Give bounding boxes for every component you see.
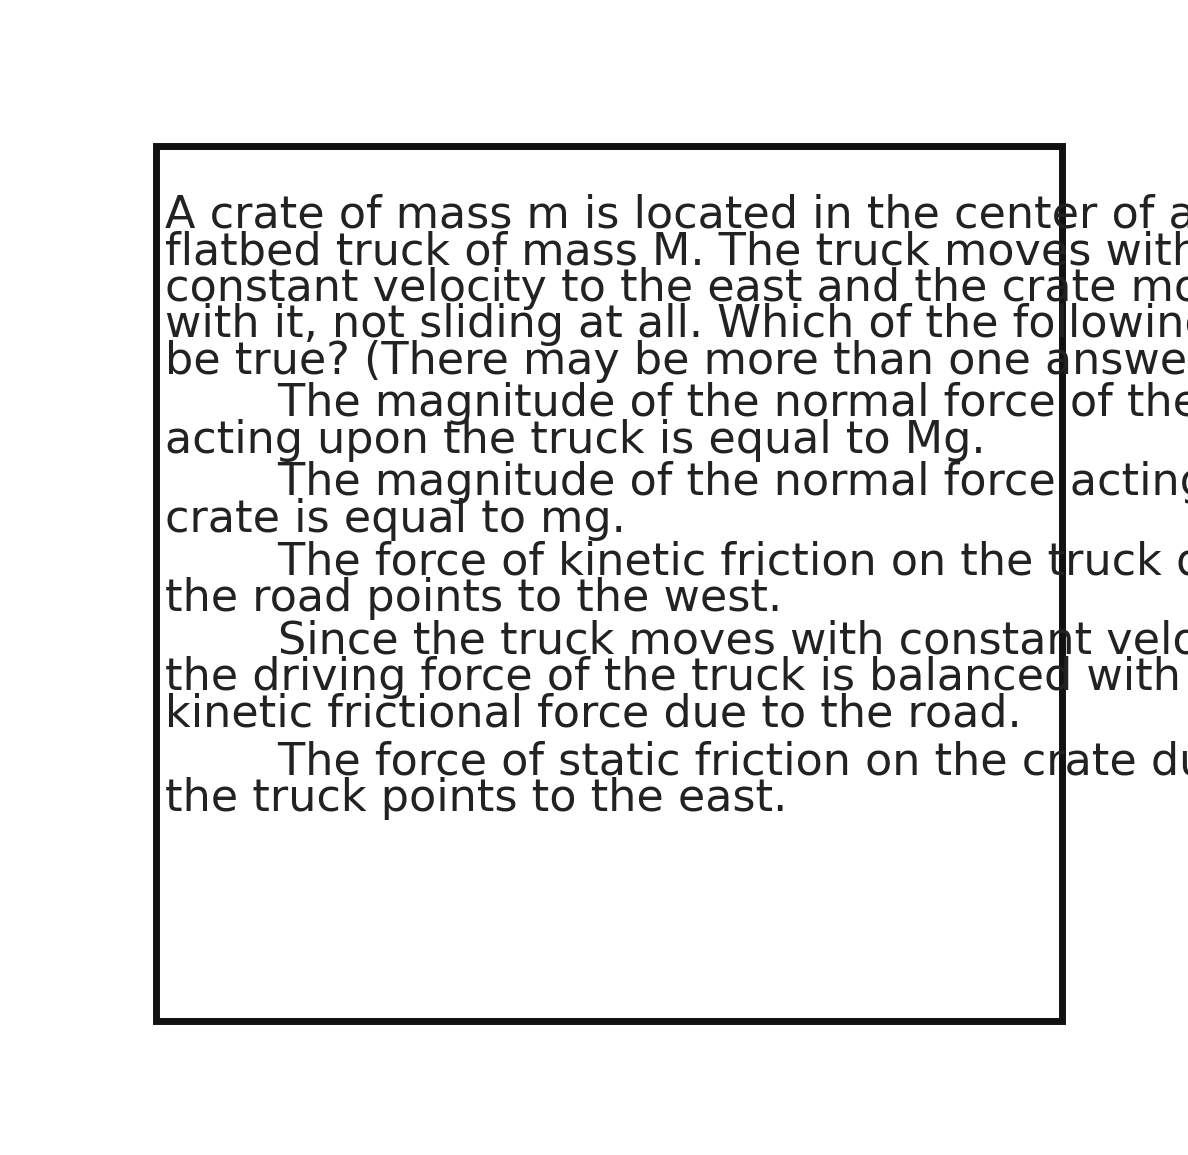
Text: flatbed truck of mass M. The truck moves with: flatbed truck of mass M. The truck moves… bbox=[165, 230, 1188, 274]
Text: Since the truck moves with constant velocity,: Since the truck moves with constant velo… bbox=[165, 620, 1188, 663]
Text: acting upon the truck is equal to Mg.: acting upon the truck is equal to Mg. bbox=[165, 419, 986, 462]
Text: crate is equal to mg.: crate is equal to mg. bbox=[165, 498, 626, 541]
Text: The magnitude of the normal force acting on the: The magnitude of the normal force acting… bbox=[165, 462, 1188, 505]
Text: the road points to the west.: the road points to the west. bbox=[165, 578, 782, 620]
FancyBboxPatch shape bbox=[156, 146, 1062, 1021]
Text: the driving force of the truck is balanced with the: the driving force of the truck is balanc… bbox=[165, 656, 1188, 699]
Text: the truck points to the east.: the truck points to the east. bbox=[165, 777, 788, 820]
Text: The force of kinetic friction on the truck due to: The force of kinetic friction on the tru… bbox=[165, 541, 1188, 583]
Text: constant velocity to the east and the crate moves: constant velocity to the east and the cr… bbox=[165, 267, 1188, 310]
Text: kinetic frictional force due to the road.: kinetic frictional force due to the road… bbox=[165, 693, 1022, 736]
Text: be true? (There may be more than one answer.): be true? (There may be more than one ans… bbox=[165, 340, 1188, 382]
Text: The force of static friction on the crate due to: The force of static friction on the crat… bbox=[165, 740, 1188, 784]
Text: with it, not sliding at all. Which of the following must: with it, not sliding at all. Which of th… bbox=[165, 303, 1188, 346]
Text: A crate of mass m is located in the center of a: A crate of mass m is located in the cent… bbox=[165, 194, 1188, 237]
Text: The magnitude of the normal force of the road: The magnitude of the normal force of the… bbox=[165, 382, 1188, 425]
